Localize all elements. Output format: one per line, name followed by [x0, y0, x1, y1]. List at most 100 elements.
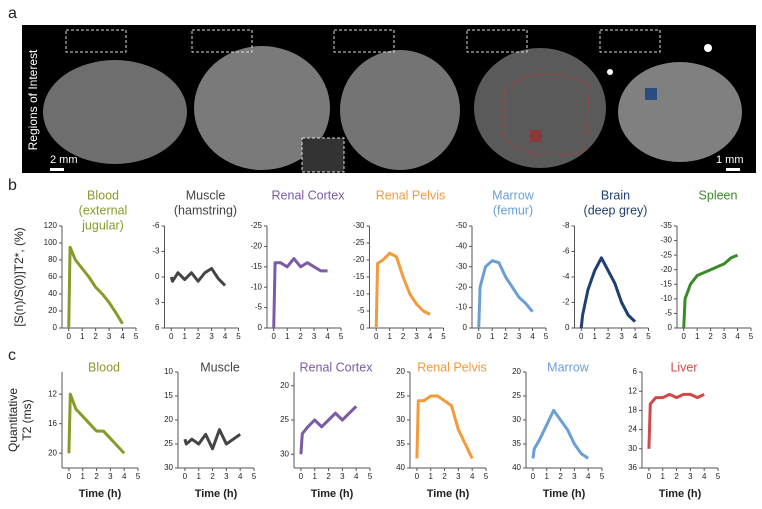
- x-tick-label: 0: [579, 332, 584, 341]
- x-tick-label: 1: [429, 472, 434, 481]
- x-tick-label: 2: [708, 332, 713, 341]
- y-tick-label: 0: [155, 272, 160, 281]
- x-tick-label: 2: [606, 332, 611, 341]
- y-tick-label: 30: [396, 415, 405, 424]
- x-tick-label: 0: [67, 472, 72, 481]
- x-tick-label: 0: [374, 332, 379, 341]
- x-tick-label: 5: [716, 472, 721, 481]
- x-axis-label: Time (h): [311, 488, 354, 500]
- mri-image: [194, 46, 330, 170]
- chart-title: (external: [79, 203, 128, 217]
- chart-title: Renal Cortex: [300, 360, 374, 374]
- chart-title: Renal Cortex: [272, 188, 346, 202]
- x-tick-label: 1: [387, 332, 392, 341]
- y-tick-label: 30: [512, 415, 521, 424]
- y-tick-label: 20: [48, 306, 57, 315]
- x-tick-label: 2: [401, 332, 406, 341]
- x-tick-label: 1: [490, 332, 495, 341]
- y-tick-label: 25: [280, 415, 289, 424]
- chart-title: (hamstring): [174, 203, 237, 217]
- series-line: [272, 257, 328, 329]
- x-tick-label: 4: [530, 332, 535, 341]
- scale-bar-label: 2 mm: [50, 154, 78, 166]
- x-tick-label: 4: [238, 472, 243, 481]
- inset-box: [301, 137, 345, 173]
- x-axis-label: Time (h): [659, 488, 702, 500]
- y-tick-label: -20: [250, 242, 262, 251]
- chart-title: (femur): [493, 203, 533, 217]
- y-tick-label: -20: [353, 255, 365, 264]
- x-tick-label: 5: [441, 332, 446, 341]
- x-tick-label: 0: [67, 332, 72, 341]
- x-tick-label: 1: [313, 472, 318, 481]
- roi-label: Regions of Interest: [26, 49, 40, 150]
- x-tick-label: 1: [182, 332, 187, 341]
- y-tick-label: -30: [660, 236, 672, 245]
- x-tick-label: 2: [298, 332, 303, 341]
- x-tick-label: 3: [619, 332, 624, 341]
- y-tick-label: 0: [360, 323, 365, 332]
- y-axis-label: [S(n)/S(0)]T2*, (%): [12, 227, 26, 326]
- series-line: [579, 256, 637, 329]
- chart-title: Marrow: [492, 188, 535, 202]
- x-tick-label: 3: [209, 332, 214, 341]
- x-tick-label: 1: [695, 332, 700, 341]
- x-tick-label: 5: [749, 332, 754, 341]
- panel-label: c: [8, 347, 16, 364]
- x-axis-label: Time (h): [79, 488, 122, 500]
- x-tick-label: 5: [252, 472, 257, 481]
- y-tick-label: 40: [396, 463, 405, 472]
- y-tick-label: 20: [280, 381, 289, 390]
- y-tick-label: 40: [512, 463, 521, 472]
- y-tick-label: 0: [463, 323, 468, 332]
- scale-bar: [50, 168, 64, 171]
- y-tick-label: -5: [255, 303, 263, 312]
- y-tick-label: 60: [48, 272, 57, 281]
- chart-title: Spleen: [699, 188, 738, 202]
- y-tick-label: -25: [353, 238, 365, 247]
- x-tick-label: 3: [456, 472, 461, 481]
- x-tick-label: 1: [197, 472, 202, 481]
- x-tick-label: 4: [428, 332, 433, 341]
- series-line: [682, 253, 739, 329]
- x-tick-label: 0: [272, 332, 277, 341]
- y-tick-label: 24: [628, 425, 637, 434]
- y-tick-label: 12: [628, 386, 637, 395]
- roi-outline: [504, 73, 591, 157]
- x-tick-label: 3: [340, 472, 345, 481]
- y-tick-label: 40: [48, 289, 57, 298]
- x-tick-label: 2: [94, 472, 99, 481]
- x-tick-label: 5: [646, 332, 651, 341]
- x-tick-label: 2: [674, 472, 679, 481]
- y-tick-label: -15: [660, 279, 672, 288]
- y-tick-label: 0: [668, 323, 673, 332]
- x-tick-label: 0: [647, 472, 652, 481]
- x-tick-label: 0: [682, 332, 687, 341]
- x-tick-label: 0: [183, 472, 188, 481]
- x-tick-label: 4: [633, 332, 638, 341]
- chart-title: Muscle: [186, 188, 226, 202]
- series-line: [374, 251, 431, 329]
- y-tick-label: 6: [155, 323, 160, 332]
- y-tick-label: 25: [396, 391, 405, 400]
- y-tick-label: -30: [455, 262, 467, 271]
- series-line: [415, 394, 474, 460]
- y-tick-label: 80: [48, 255, 57, 264]
- x-tick-label: 0: [477, 332, 482, 341]
- x-tick-label: 4: [354, 472, 359, 481]
- y-tick-label: 16: [48, 419, 57, 428]
- y-tick-label: -50: [455, 221, 467, 230]
- y-tick-label: 0: [258, 323, 263, 332]
- mri-strip: Regions of Interest 2 mm 1 mm: [22, 25, 756, 173]
- mri-image: [618, 62, 742, 162]
- x-tick-label: 4: [325, 332, 330, 341]
- x-tick-label: 3: [722, 332, 727, 341]
- chart-title: Blood: [88, 360, 120, 374]
- y-tick-label: 30: [280, 449, 289, 458]
- x-tick-label: 1: [545, 472, 550, 481]
- y-tick-label: 15: [164, 391, 173, 400]
- scale-bar-label: 1 mm: [716, 154, 744, 166]
- x-tick-label: 5: [134, 332, 139, 341]
- y-tick-label: 12: [48, 389, 57, 398]
- x-tick-label: 1: [80, 332, 85, 341]
